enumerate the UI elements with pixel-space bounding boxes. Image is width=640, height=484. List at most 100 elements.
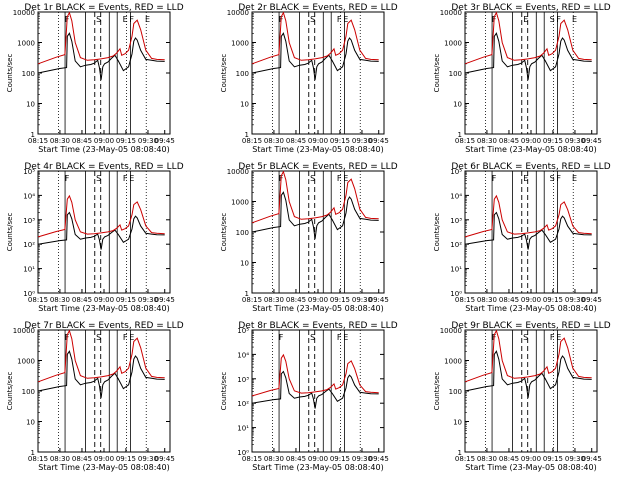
chart-title: Det 8r BLACK = Events, RED = LLD <box>238 321 397 331</box>
y-tick-label: 10⁰ <box>23 290 35 298</box>
event-label: E <box>523 15 528 24</box>
y-tick-label: 10⁵ <box>450 168 462 176</box>
chart-title: Det 2r BLACK = Events, RED = LLD <box>238 3 397 13</box>
event-label: S <box>523 333 528 342</box>
x-tick-label: 08:30 <box>477 296 497 304</box>
y-tick-label: 1000 <box>444 358 462 366</box>
y-axis-label: Counts/sec <box>433 54 441 93</box>
event-label: F <box>123 333 128 342</box>
x-tick-label: 09:15 <box>330 137 350 145</box>
y-tick-label: 1 <box>31 449 35 457</box>
y-tick-label: 1 <box>31 131 35 139</box>
x-tick-label: 08:15 <box>455 296 475 304</box>
x-axis-label: Start Time (23-May-05 08:08:40) <box>252 145 383 154</box>
x-tick-label: 09:30 <box>138 137 158 145</box>
y-tick-label: 100 <box>236 229 249 237</box>
event-label: F <box>337 333 342 342</box>
x-tick-label: 09:00 <box>521 455 541 463</box>
y-tick-label: 10000 <box>13 327 35 335</box>
event-label: S <box>310 174 315 183</box>
y-axis-label: Counts/sec <box>6 54 14 93</box>
panel-3: Det 3r BLACK = Events, RED = LLD Counts/s… <box>433 3 611 154</box>
plot-frame <box>251 11 385 135</box>
panel-1: Det 1r BLACK = Events, RED = LLD Counts/s… <box>6 3 184 154</box>
y-tick-label: 10³ <box>237 376 249 384</box>
x-tick-label: 08:15 <box>242 137 262 145</box>
x-tick-label: 09:30 <box>138 455 158 463</box>
x-axis-label: Start Time (23-May-05 08:08:40) <box>38 145 169 154</box>
x-axis-label: Start Time (23-May-05 08:08:40) <box>252 463 383 472</box>
plot-frame <box>37 329 171 453</box>
y-tick-label: 10⁵ <box>237 327 249 335</box>
y-tick-label: 1000 <box>231 199 249 207</box>
x-tick-label: 08:15 <box>28 137 48 145</box>
y-axis-label: Counts/sec <box>6 372 14 411</box>
y-tick-label: 10000 <box>440 9 462 17</box>
series-line-lld <box>464 11 592 65</box>
x-tick-label: 09:15 <box>116 296 136 304</box>
x-tick-label: 08:30 <box>477 137 497 145</box>
x-tick-label: 08:30 <box>477 455 497 463</box>
chart-title: Det 7r BLACK = Events, RED = LLD <box>24 321 183 331</box>
series-line-lld <box>251 353 379 397</box>
y-tick-label: 10² <box>450 241 462 249</box>
x-tick-label: 08:15 <box>242 296 262 304</box>
x-tick-label: 09:00 <box>308 296 328 304</box>
x-tick-label: 08:45 <box>72 137 92 145</box>
y-tick-label: 10⁰ <box>237 449 249 457</box>
series-line-lld <box>464 329 592 383</box>
x-tick-label: 09:00 <box>94 137 114 145</box>
event-label: S <box>310 15 315 24</box>
x-tick-label: 08:45 <box>72 296 92 304</box>
x-tick-label: 09:00 <box>521 137 541 145</box>
event-label: S <box>310 333 315 342</box>
x-tick-label: 09:45 <box>582 137 602 145</box>
x-tick-label: 09:15 <box>116 137 136 145</box>
series-line-events <box>37 350 165 398</box>
y-tick-label: 10² <box>237 400 249 408</box>
panel-8: Det 8r BLACK = Events, RED = LLD Counts/s… <box>220 321 398 472</box>
y-tick-label: 1000 <box>444 40 462 48</box>
series-line-lld <box>464 194 592 238</box>
y-tick-label: 10¹ <box>237 425 249 433</box>
x-tick-label: 09:30 <box>565 296 585 304</box>
x-tick-label: 09:45 <box>155 296 175 304</box>
x-tick-label: 08:30 <box>50 137 70 145</box>
y-tick-label: 10¹ <box>23 266 35 274</box>
panel-7: Det 7r BLACK = Events, RED = LLD Counts/s… <box>6 321 184 472</box>
x-tick-label: 08:15 <box>455 455 475 463</box>
x-axis-label: Start Time (23-May-05 08:08:40) <box>465 145 596 154</box>
x-tick-label: 08:45 <box>499 455 519 463</box>
series-line-events <box>464 32 592 80</box>
event-label: E <box>572 15 577 24</box>
y-tick-label: 10³ <box>23 217 35 225</box>
series-line-events <box>251 32 379 80</box>
x-tick-label: 09:45 <box>369 137 389 145</box>
event-label: S <box>96 174 101 183</box>
y-tick-label: 100 <box>22 388 35 396</box>
plot-frame <box>464 11 598 135</box>
series-line-events <box>464 350 592 398</box>
y-axis-label: Counts/sec <box>220 213 228 252</box>
event-label: E <box>129 174 134 183</box>
y-tick-label: 10¹ <box>450 266 462 274</box>
y-tick-label: 100 <box>22 70 35 78</box>
panel-4: Det 4r BLACK = Events, RED = LLD Counts/s… <box>6 162 184 313</box>
x-axis-label: Start Time (23-May-05 08:08:40) <box>38 463 169 472</box>
x-tick-label: 09:00 <box>521 296 541 304</box>
x-tick-label: 08:30 <box>264 455 284 463</box>
panel-6: Det 6r BLACK = Events, RED = LLD Counts/s… <box>433 162 611 313</box>
x-tick-label: 08:30 <box>50 455 70 463</box>
event-label: S <box>96 333 101 342</box>
x-tick-label: 09:15 <box>543 137 563 145</box>
y-tick-label: 10⁵ <box>23 168 35 176</box>
event-label: E <box>523 174 528 183</box>
plot-frame <box>251 170 385 294</box>
series-line-events <box>38 211 165 250</box>
chart-title: Det 3r BLACK = Events, RED = LLD <box>451 3 610 13</box>
y-tick-label: 10000 <box>227 9 249 17</box>
event-label: E <box>343 174 348 183</box>
event-label: F <box>556 15 561 24</box>
y-tick-label: 1 <box>458 449 462 457</box>
panel-2: Det 2r BLACK = Events, RED = LLD Counts/s… <box>220 3 398 154</box>
